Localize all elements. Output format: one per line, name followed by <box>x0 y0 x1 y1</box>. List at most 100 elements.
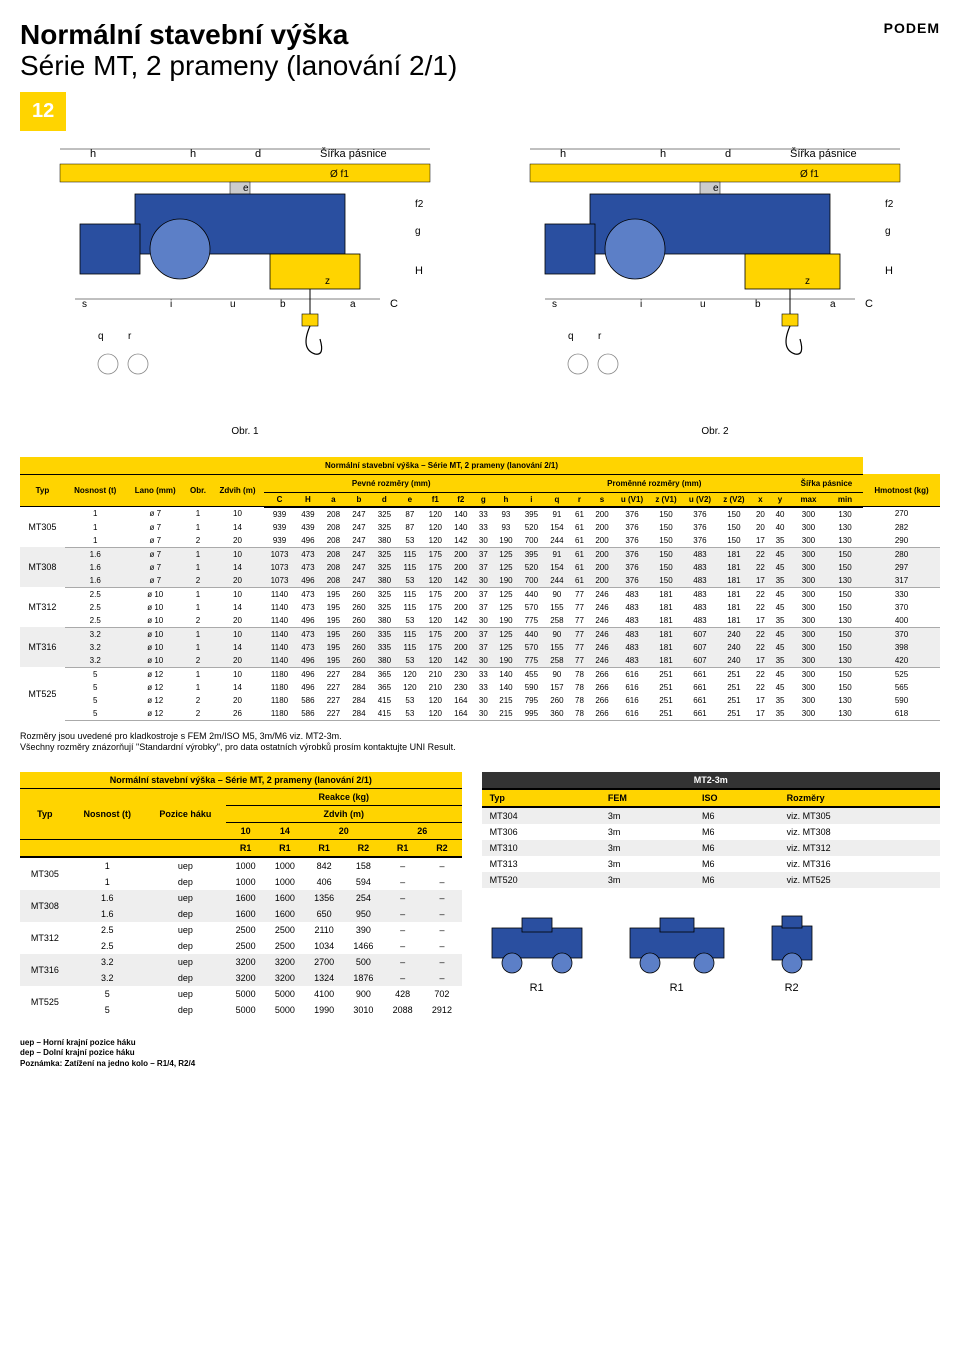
data-cell: 251 <box>717 681 750 694</box>
table-row: 1.6ø 72201073496208247380531201423019070… <box>20 574 940 588</box>
data-cell: 483 <box>683 587 718 601</box>
data-cell: 370 <box>863 627 940 641</box>
diagram-1: h h d Šířka pásnice e Ø f1 f2 g H s i u … <box>20 139 470 437</box>
data-cell: 483 <box>683 547 718 561</box>
data-cell: 195 <box>321 654 346 668</box>
svg-text:q: q <box>568 331 574 342</box>
table-row: MT5255ø 12110118049622728436512021023033… <box>20 667 940 681</box>
data-cell: 61 <box>570 547 590 561</box>
r-14: 14 <box>265 822 304 839</box>
data-cell: 17 <box>751 694 771 707</box>
main-table-container: Normální stavební výška – Série MT, 2 pr… <box>20 457 940 721</box>
typ-cell: MT305 <box>20 507 65 548</box>
data-cell: 10 <box>211 627 264 641</box>
data-cell: 590 <box>863 694 940 707</box>
data-cell: 130 <box>827 694 863 707</box>
r-20: 20 <box>305 822 384 839</box>
data-cell: 1140 <box>264 627 295 641</box>
data-cell: 154 <box>544 561 569 574</box>
data-cell: 251 <box>717 694 750 707</box>
main-col: min <box>827 492 863 507</box>
data-cell: ø 12 <box>126 667 185 681</box>
data-cell: 35 <box>770 707 790 721</box>
data-cell: 247 <box>346 507 371 521</box>
data-cell: dep <box>145 874 226 890</box>
data-cell: 150 <box>827 641 863 654</box>
data-cell: 496 <box>295 654 320 668</box>
data-cell: 795 <box>519 694 544 707</box>
table-row: MT3063mM6viz. MT308 <box>482 824 940 840</box>
data-cell: 125 <box>493 587 518 601</box>
data-cell: 260 <box>346 601 371 614</box>
data-cell: 2500 <box>226 922 265 938</box>
bi-r2-label: R2 <box>762 982 822 994</box>
data-cell: 300 <box>790 534 827 548</box>
data-cell: 244 <box>544 574 569 588</box>
data-cell: 570 <box>519 601 544 614</box>
data-cell: 251 <box>717 667 750 681</box>
data-cell: 4100 <box>305 986 344 1002</box>
data-cell: 1 <box>185 547 211 561</box>
data-cell: 247 <box>346 534 371 548</box>
r-r1a: R1 <box>226 839 265 857</box>
data-cell: 17 <box>751 574 771 588</box>
footnotes: uep – Horní krajní pozice háku dep – Dol… <box>20 1038 940 1069</box>
data-cell: 483 <box>683 614 718 628</box>
svg-text:d: d <box>725 148 731 160</box>
data-cell: 594 <box>344 874 383 890</box>
data-cell: 1 <box>185 667 211 681</box>
data-cell: 380 <box>372 614 397 628</box>
data-cell: 5000 <box>265 1002 304 1018</box>
data-cell: – <box>422 954 461 970</box>
data-cell: 616 <box>615 694 650 707</box>
data-cell: 1466 <box>344 938 383 954</box>
data-cell: 5 <box>65 667 126 681</box>
data-cell: 200 <box>448 627 473 641</box>
data-cell: 520 <box>519 561 544 574</box>
data-cell: 284 <box>346 681 371 694</box>
mt2-roz: Rozměry <box>779 789 940 807</box>
typ-cell: MT312 <box>20 587 65 627</box>
data-cell: 53 <box>397 574 422 588</box>
data-cell: 200 <box>589 547 614 561</box>
data-cell: 395 <box>519 507 544 521</box>
data-cell: 240 <box>717 627 750 641</box>
svg-text:r: r <box>598 331 602 342</box>
data-cell: 246 <box>589 641 614 654</box>
data-cell: 200 <box>589 561 614 574</box>
data-cell: 120 <box>423 614 448 628</box>
data-cell: 30 <box>474 614 494 628</box>
table-row: 2.5ø 10114114047319526032511517520037125… <box>20 601 940 614</box>
data-cell: 376 <box>615 574 650 588</box>
data-cell: 1 <box>65 507 126 521</box>
data-cell: – <box>383 857 422 874</box>
data-cell: 77 <box>570 601 590 614</box>
data-cell: 1 <box>185 627 211 641</box>
data-cell: – <box>422 874 461 890</box>
data-cell: M6 <box>694 807 779 824</box>
data-cell: 150 <box>649 521 682 534</box>
typ-cell: MT316 <box>20 954 70 986</box>
svg-text:g: g <box>415 226 421 237</box>
data-cell: 53 <box>397 614 422 628</box>
data-cell: 22 <box>751 681 771 694</box>
data-cell: 1180 <box>264 667 295 681</box>
fn-dep: dep – Dolní krajní pozice háku <box>20 1048 135 1057</box>
data-cell: 30 <box>474 707 494 721</box>
data-cell: M6 <box>694 840 779 856</box>
data-cell: 130 <box>827 507 863 521</box>
data-cell: 440 <box>519 587 544 601</box>
data-cell: 77 <box>570 627 590 641</box>
data-cell: 325 <box>372 587 397 601</box>
svg-text:Ø f1: Ø f1 <box>800 169 819 180</box>
table-row: 5ø 1211411804962272843651202102303314059… <box>20 681 940 694</box>
table-row: 1ø 7114939439208247325871201403393520154… <box>20 521 940 534</box>
title-subtitle: Série MT, 2 prameny (lanování 2/1) <box>20 50 457 81</box>
data-cell: 33 <box>474 521 494 534</box>
r-typ: Typ <box>20 788 70 839</box>
data-cell: MT520 <box>482 872 600 888</box>
data-cell: 661 <box>683 681 718 694</box>
data-cell: 300 <box>790 507 827 521</box>
data-cell: 335 <box>372 641 397 654</box>
data-cell: 483 <box>615 641 650 654</box>
